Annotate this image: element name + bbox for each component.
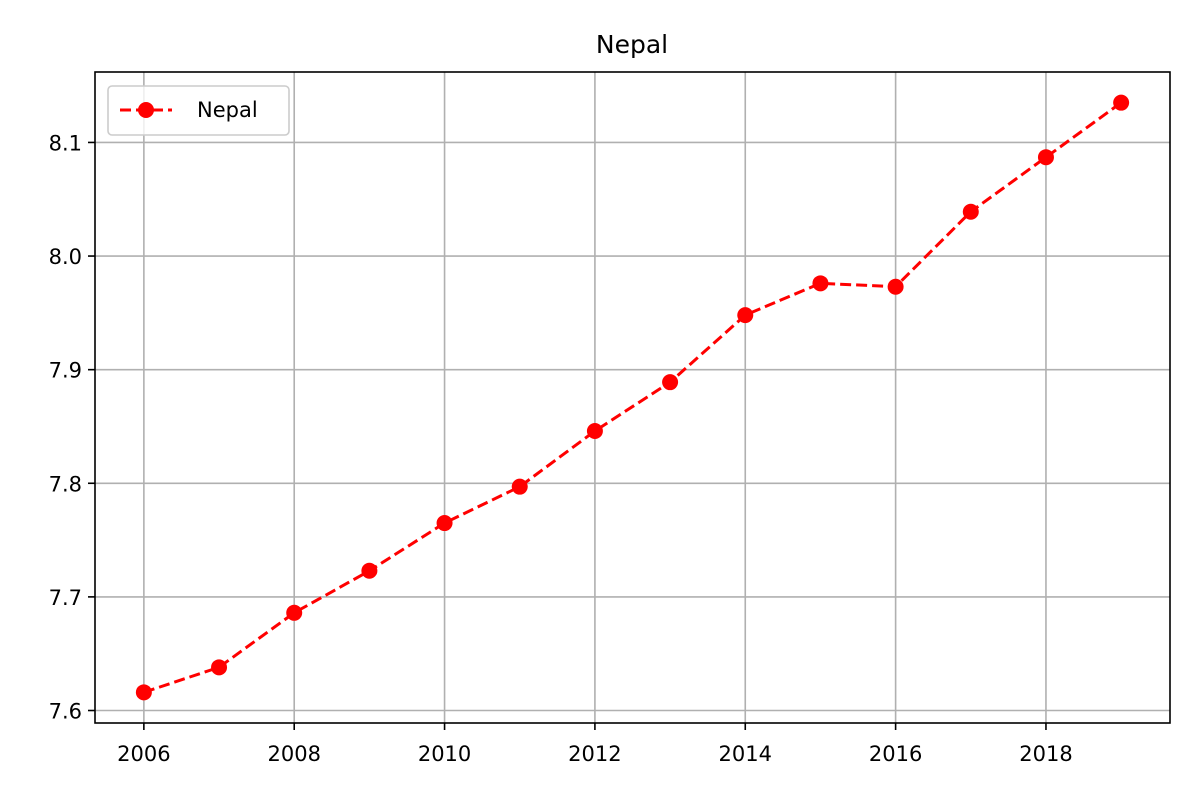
x-tick-label: 2014 bbox=[719, 742, 772, 766]
y-tick-label: 8.0 bbox=[49, 245, 82, 269]
chart-title: Nepal bbox=[596, 30, 668, 59]
legend-marker bbox=[138, 102, 154, 118]
plot-frame bbox=[94, 71, 1171, 724]
x-tick-label: 2006 bbox=[117, 742, 170, 766]
ticks: 2006 2008 2010 2012 2014 2016 2018 7.6 7.7 7.8 7.9… bbox=[49, 131, 1073, 766]
data-point bbox=[286, 604, 303, 621]
data-point bbox=[1113, 94, 1130, 111]
series-line bbox=[143, 101, 1122, 694]
data-point bbox=[361, 562, 378, 579]
legend: Nepal bbox=[107, 85, 290, 136]
y-tick-label: 7.6 bbox=[49, 700, 82, 724]
x-tick-label: 2016 bbox=[869, 742, 922, 766]
data-point bbox=[962, 203, 979, 220]
data-point bbox=[511, 478, 528, 495]
y-tick-label: 8.1 bbox=[49, 131, 82, 155]
data-point bbox=[135, 684, 152, 701]
data-point bbox=[1037, 149, 1054, 166]
data-point bbox=[662, 374, 679, 391]
data-point bbox=[586, 423, 603, 440]
y-tick-label: 7.7 bbox=[49, 586, 82, 610]
x-tick-label: 2012 bbox=[568, 742, 621, 766]
y-tick-label: 7.8 bbox=[49, 472, 82, 496]
data-point bbox=[211, 659, 228, 676]
legend-label: Nepal bbox=[197, 98, 258, 122]
y-tick-label: 7.9 bbox=[49, 359, 82, 383]
data-point bbox=[737, 307, 754, 324]
x-tick-label: 2018 bbox=[1019, 742, 1072, 766]
legend-box bbox=[107, 85, 290, 136]
data-point bbox=[436, 515, 453, 532]
x-tick-label: 2008 bbox=[267, 742, 320, 766]
grid bbox=[95, 72, 1170, 723]
data-point bbox=[887, 278, 904, 295]
data-point bbox=[812, 275, 829, 292]
series-layer bbox=[135, 94, 1130, 701]
x-tick-label: 2010 bbox=[418, 742, 471, 766]
